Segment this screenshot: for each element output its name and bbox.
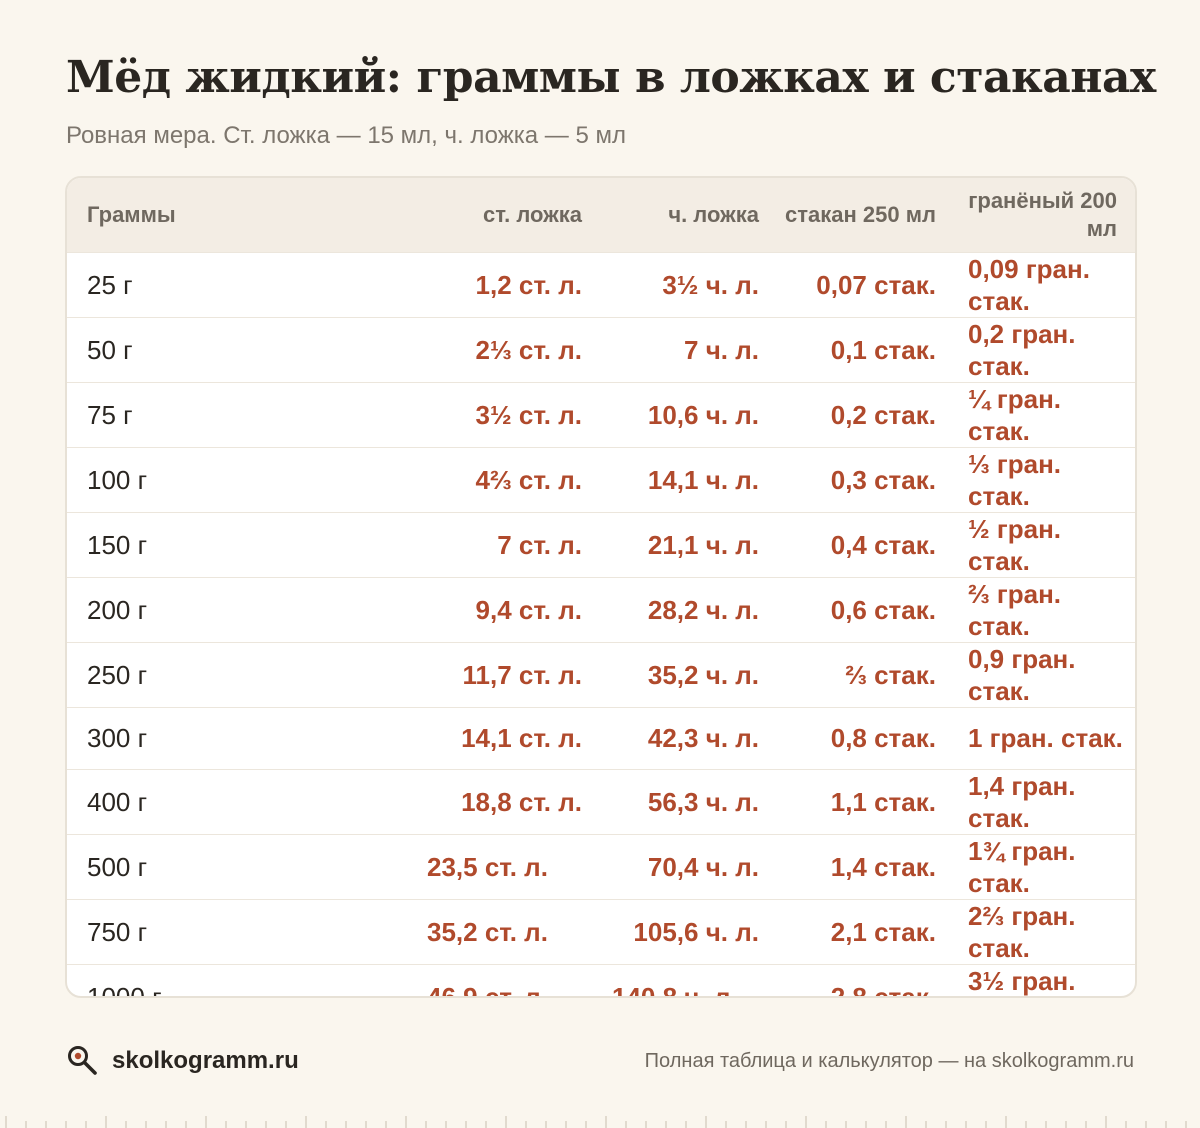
cell-tablespoon: 1,2 ст. л.	[475, 269, 582, 300]
cell-faceted-glass: 1¾ гран. стак.	[968, 835, 1076, 898]
cell-faceted-glass: 2⅔ гран. стак.	[968, 900, 1076, 963]
cell-tablespoon: 18,8 ст. л.	[461, 786, 582, 817]
cell-cup-250: 2,1 стак.	[830, 916, 936, 947]
cell-faceted-glass: ⅓ гран. стак.	[968, 448, 1062, 511]
cell-teaspoon: 21,1 ч. л.	[647, 529, 759, 560]
cell-tablespoon: 35,2 ст. л.	[427, 916, 548, 947]
cell-tablespoon: 46,9 ст. л.	[427, 981, 548, 998]
cell-cup-250: 0,1 стак.	[830, 334, 936, 365]
cell-tablespoon: 7 ст. л.	[497, 529, 582, 560]
cell-teaspoon: 7 ч. л.	[684, 334, 759, 365]
table-row: 300 г 14,1 ст. л. 42,3 ч. л. 0,8 стак. 1 гра…	[67, 707, 1135, 769]
column-header-faceted-glass-200: гранёный 200 мл	[968, 187, 1117, 241]
cell-grams: 100 г	[87, 464, 148, 495]
cell-grams: 500 г	[87, 851, 148, 882]
cell-grams: 150 г	[87, 529, 148, 560]
column-header-grams: Граммы	[87, 201, 176, 227]
table-row: 400 г 18,8 ст. л. 56,3 ч. л. 1,1 стак. 1,4 г…	[67, 769, 1135, 834]
column-header-cup-250: стакан 250 мл	[785, 201, 936, 227]
cell-tablespoon: 2⅓ ст. л.	[475, 334, 582, 365]
cell-teaspoon: 42,3 ч. л.	[647, 723, 759, 753]
cell-teaspoon: 56,3 ч. л.	[647, 786, 759, 817]
cell-faceted-glass: 0,2 гран. стак.	[968, 318, 1076, 381]
cell-teaspoon: 35,2 ч. л.	[647, 659, 759, 690]
cell-cup-250: 0,4 стак.	[830, 529, 936, 560]
cell-grams: 50 г	[87, 334, 133, 365]
cell-grams: 200 г	[87, 594, 148, 625]
cell-grams: 400 г	[87, 786, 148, 817]
cell-grams: 1000 г	[87, 981, 162, 998]
page-subtitle: Ровная мера. Ст. ложка — 15 мл, ч. ложка…	[66, 122, 626, 149]
table-row: 75 г 3½ ст. л. 10,6 ч. л. 0,2 стак. ¼ гран. …	[67, 382, 1135, 447]
cell-cup-250: 1,4 стак.	[830, 851, 936, 882]
cell-cup-250: 0,07 стак.	[816, 269, 936, 300]
table-row: 100 г 4⅔ ст. л. 14,1 ч. л. 0,3 стак. ⅓ гран.…	[67, 447, 1135, 512]
cell-cup-250: 0,6 стак.	[830, 594, 936, 625]
cell-cup-250: 0,8 стак.	[830, 723, 936, 753]
brand-name: skolkogramm.ru	[112, 1047, 299, 1074]
cell-faceted-glass: ½ гран. стак.	[968, 513, 1062, 576]
cell-tablespoon: 23,5 ст. л.	[427, 851, 548, 882]
cell-cup-250: 1,1 стак.	[830, 786, 936, 817]
cell-tablespoon: 3½ ст. л.	[475, 399, 582, 430]
cell-teaspoon: 10,6 ч. л.	[647, 399, 759, 430]
cell-grams: 300 г	[87, 723, 148, 753]
table-row: 150 г 7 ст. л. 21,1 ч. л. 0,4 стак. ½ гран. …	[67, 512, 1135, 577]
column-header-teaspoon: ч. ложка	[668, 201, 759, 227]
cell-cup-250: 0,2 стак.	[830, 399, 936, 430]
cell-faceted-glass: 1 гран. стак.	[968, 723, 1123, 753]
cell-teaspoon: 14,1 ч. л.	[647, 464, 759, 495]
cell-tablespoon: 11,7 ст. л.	[462, 659, 583, 690]
cell-tablespoon: 9,4 ст. л.	[475, 594, 582, 625]
magnifier-icon	[68, 1046, 97, 1075]
cell-tablespoon: 14,1 ст. л.	[461, 723, 582, 753]
table-row: 200 г 9,4 ст. л. 28,2 ч. л. 0,6 стак. ⅔ гран…	[67, 577, 1135, 642]
cell-cup-250: 2,8 стак.	[830, 981, 936, 998]
conversion-table: Граммы ст. ложка ч. ложка стакан 250 мл …	[67, 178, 1135, 998]
cell-faceted-glass: ¼ гран. стак.	[968, 383, 1062, 446]
cell-teaspoon: 70,4 ч. л.	[647, 851, 759, 882]
cell-teaspoon: 28,2 ч. л.	[647, 594, 759, 625]
conversion-table-card: Граммы ст. ложка ч. ложка стакан 250 мл …	[65, 176, 1137, 998]
cell-grams: 750 г	[87, 916, 148, 947]
column-header-tablespoon: ст. ложка	[483, 201, 582, 227]
footer-note: Полная таблица и калькулятор — на skolko…	[644, 1050, 1134, 1072]
page-title: Мёд жидкий: граммы в ложках и стаканах	[66, 52, 1156, 103]
cell-faceted-glass: 1,4 гран. стак.	[968, 770, 1076, 833]
cell-tablespoon: 4⅔ ст. л.	[475, 464, 582, 495]
cell-faceted-glass: 0,09 гран. стак.	[968, 253, 1090, 316]
cell-teaspoon: 3½ ч. л.	[662, 269, 759, 300]
cell-grams: 25 г	[87, 269, 133, 300]
table-row: 500 г 23,5 ст. л. 70,4 ч. л. 1,4 стак. 1¾ гр…	[67, 834, 1135, 899]
cell-cup-250: 0,3 стак.	[830, 464, 936, 495]
cell-faceted-glass: 0,9 гран. стак.	[968, 643, 1076, 706]
cell-teaspoon: 105,6 ч. л.	[633, 916, 759, 947]
ruler-decoration	[5, 1116, 1187, 1128]
cell-faceted-glass: 3½ гран. стак.	[968, 965, 1076, 996]
cell-teaspoon: 140,8 ч. л.	[612, 981, 738, 998]
table-row: 750 г 35,2 ст. л. 105,6 ч. л. 2,1 стак. 2⅔ г…	[67, 899, 1135, 964]
table-header-row: Граммы ст. ложка ч. ложка стакан 250 мл …	[67, 178, 1135, 252]
footer-brand[interactable]: skolkogramm.ru	[66, 1044, 299, 1078]
table-row: 1000 г 46,9 ст. л. 140,8 ч. л. 2,8 стак. 3½ …	[67, 964, 1135, 998]
table-row: 250 г 11,7 ст. л. 35,2 ч. л. ⅔ стак. 0,9 гра…	[67, 642, 1135, 707]
cell-cup-250: ⅔ стак.	[845, 659, 936, 690]
table-row: 25 г 1,2 ст. л. 3½ ч. л. 0,07 стак. 0,09 гра…	[67, 252, 1135, 317]
cell-faceted-glass: ⅔ гран. стак.	[968, 578, 1062, 641]
cell-grams: 75 г	[87, 399, 133, 430]
cell-grams: 250 г	[87, 659, 148, 690]
table-row: 50 г 2⅓ ст. л. 7 ч. л. 0,1 стак. 0,2 гран. с…	[67, 317, 1135, 382]
